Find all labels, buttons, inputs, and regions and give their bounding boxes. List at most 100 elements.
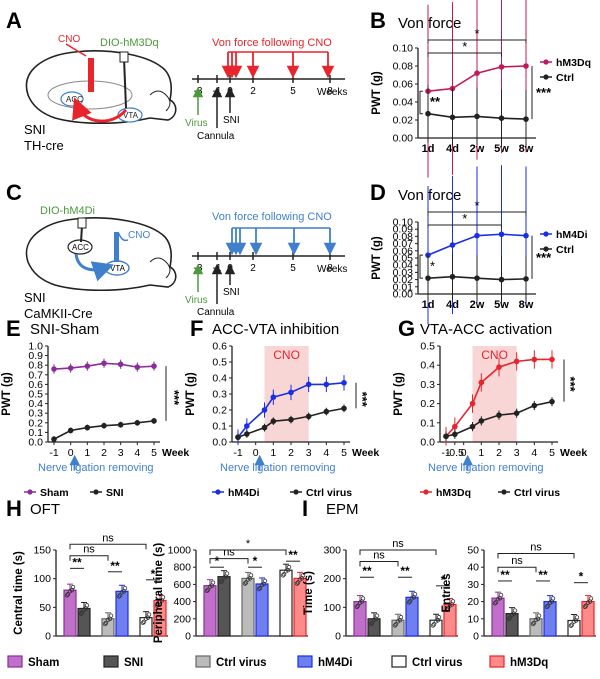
sig-bracket — [427, 211, 527, 216]
data-point — [67, 365, 74, 371]
data-dot — [587, 599, 593, 604]
data-point — [51, 436, 57, 442]
data-point — [452, 423, 458, 430]
data-point — [523, 63, 529, 69]
data-point — [496, 412, 502, 418]
timeline-tick-label: 2 — [250, 86, 256, 97]
x-tick-label: 0 — [461, 447, 467, 459]
x-tick-label: 5 — [549, 447, 555, 459]
data-point — [513, 358, 520, 365]
data-dot — [431, 622, 437, 627]
chart-title: ACC-VTA inhibition — [212, 321, 339, 338]
data-dot — [155, 602, 161, 607]
sig-bracket — [497, 552, 575, 559]
vta-label: VTA — [123, 111, 139, 120]
panel-letter: E — [6, 316, 21, 341]
data-dot — [444, 607, 450, 612]
data-dot — [281, 572, 287, 577]
x-axis-unit: Week — [560, 447, 587, 459]
legend-swatch — [297, 655, 313, 668]
sig-stars: ** — [538, 568, 548, 582]
panel-letter: A — [6, 8, 22, 33]
data-point — [288, 389, 294, 396]
cno-line — [117, 231, 129, 242]
data-point — [288, 416, 294, 423]
y-tick-label: 0.3 — [28, 408, 43, 420]
y-tick-label: 50 — [39, 602, 51, 614]
sig-label: ns — [102, 532, 114, 544]
brain-sketch — [25, 217, 177, 292]
chart-title: VTA-ACC activation — [420, 321, 552, 338]
sig-label: ns — [392, 538, 404, 550]
timeline-tick-label: 5 — [290, 86, 296, 97]
data-dot — [121, 589, 127, 594]
sig-bracket — [419, 90, 423, 115]
legend-label: SNI — [124, 657, 143, 669]
y-tick-label: 100 — [33, 573, 51, 585]
data-dot — [117, 593, 123, 598]
data-point — [270, 418, 277, 425]
sig-bracket — [427, 39, 527, 43]
bar — [217, 576, 231, 637]
data-dot — [145, 615, 151, 620]
y-tick-label: 30 — [467, 579, 479, 591]
y-tick-label: 0.5 — [420, 341, 435, 353]
panel-letter: D — [370, 180, 386, 205]
y-tick-label: 0.3 — [420, 379, 435, 391]
data-point — [531, 356, 538, 363]
y-tick-label: 1.0 — [28, 341, 43, 353]
data-point — [498, 276, 505, 283]
sig-stars: * — [441, 573, 446, 587]
y-tick-label: 0.4 — [420, 360, 435, 372]
legend-label: hM4Di — [318, 657, 353, 669]
chart-D: 0.000.010.020.030.040.050.060.070.080.09… — [371, 165, 588, 325]
sig-bracket — [497, 566, 537, 573]
data-dot — [569, 622, 575, 627]
data-dot — [359, 599, 365, 604]
bar — [405, 596, 419, 637]
data-dot — [107, 616, 113, 621]
arrow-note: Nerve ligation removing — [220, 462, 336, 474]
y-axis-label: PWT (g) — [393, 372, 405, 416]
series-line — [237, 407, 345, 438]
weeks-label: Weeks — [317, 264, 347, 275]
data-dot — [140, 620, 146, 626]
cno-label: CNO — [128, 230, 150, 241]
chart-title: Von force — [398, 187, 461, 204]
x-tick-label: 3 — [306, 447, 312, 459]
y-tick-label: 0.04 — [393, 97, 414, 109]
legend-label: SNI — [106, 487, 124, 499]
legend-swatch — [489, 655, 505, 668]
data-point — [469, 423, 476, 430]
virus-label: Virus — [185, 118, 208, 129]
sig-bracket — [427, 224, 502, 228]
data-dot — [373, 616, 379, 621]
x-axis-unit: Week — [352, 447, 379, 459]
sig-stars: * — [462, 211, 467, 226]
bar — [203, 585, 217, 637]
x-tick-label: 2 — [101, 447, 107, 459]
data-dot — [103, 620, 109, 626]
legend-label: hM4Di — [228, 487, 260, 499]
y-tick-label: 0.4 — [28, 398, 43, 410]
y-tick-label: 0.05 — [393, 253, 414, 265]
sig-bracket — [359, 560, 399, 567]
cno-shade — [472, 346, 517, 442]
sig-stars: * — [462, 39, 467, 54]
data-dot — [256, 586, 262, 592]
data-point — [478, 418, 485, 424]
weeks-label: Weeks — [317, 87, 347, 98]
data-dot — [102, 621, 108, 627]
data-dot — [159, 598, 165, 603]
projection-arrow — [74, 253, 114, 282]
y-tick-label: 0.00 — [393, 289, 414, 301]
data-point — [151, 418, 157, 424]
y-tick-label: 0.1 — [212, 421, 227, 433]
data-point — [101, 360, 107, 367]
y-tick-label: 100 — [323, 602, 341, 614]
panel-A: A ACC VTA CNO DIO-hM3Dq SNI TH-cre Von f… — [6, 8, 347, 153]
data-dot — [242, 581, 248, 586]
data-point — [134, 364, 141, 370]
